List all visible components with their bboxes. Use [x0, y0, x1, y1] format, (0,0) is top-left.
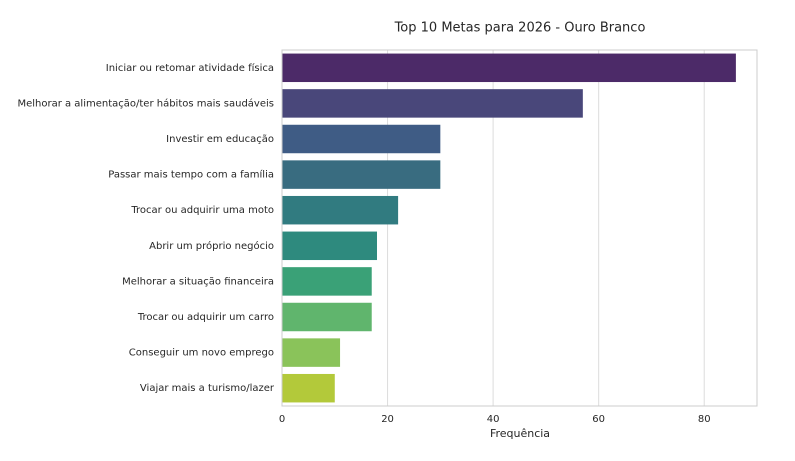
- x-tick-label: 80: [698, 414, 711, 425]
- y-tick-label: Passar mais tempo com a família: [108, 169, 274, 181]
- bar: [282, 373, 335, 403]
- y-tick-label: Investir em educação: [166, 134, 274, 145]
- bar: [282, 195, 399, 225]
- y-tick-label: Trocar ou adquirir uma moto: [130, 205, 274, 216]
- plot-frame: [281, 49, 758, 407]
- x-tick-label: 60: [592, 414, 605, 425]
- bar: [282, 53, 736, 83]
- bar: [282, 160, 441, 189]
- bar: [282, 338, 341, 367]
- y-tick-label: Melhorar a alimentação/ter hábitos mais …: [17, 97, 274, 109]
- y-tick-label: Abrir um próprio negócio: [149, 240, 274, 252]
- y-tick-label: Melhorar a situação financeira: [122, 276, 274, 287]
- y-tick-label: Conseguir um novo emprego: [129, 348, 274, 359]
- bar: [282, 231, 377, 261]
- y-tick-label: Viajar mais a turismo/lazer: [140, 383, 275, 394]
- x-axis-label: Frequência: [490, 427, 550, 440]
- x-tick-label: 20: [381, 414, 394, 425]
- x-tick-label: 40: [487, 414, 500, 425]
- y-tick-label: Trocar ou adquirir um carro: [137, 312, 274, 323]
- bar: [282, 124, 441, 154]
- bar: [282, 89, 583, 118]
- y-tick-label: Iniciar ou retomar atividade física: [106, 62, 274, 74]
- bar: [282, 267, 372, 296]
- x-tick-label: 0: [279, 414, 285, 425]
- chart-title: Top 10 Metas para 2026 - Ouro Branco: [394, 21, 646, 36]
- bar: [282, 302, 372, 332]
